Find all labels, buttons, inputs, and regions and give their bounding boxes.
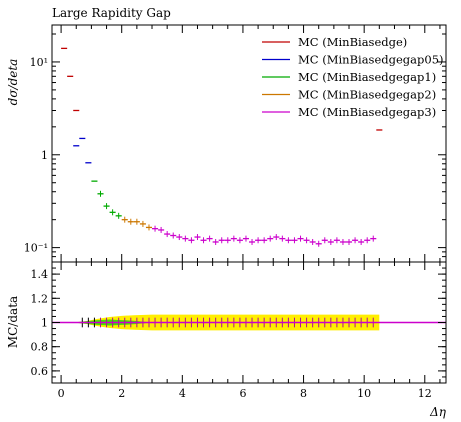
x-tick-label: 12 [418, 387, 432, 400]
ratio-x-ticks: 0 2 4 6 8 10 12 [58, 262, 441, 400]
x-tick-label: 6 [239, 387, 246, 400]
y-tick-label: 10⁻¹ [24, 242, 48, 255]
x-tick-label: 10 [357, 387, 371, 400]
ratio-y-tick-label: 0.6 [31, 365, 49, 378]
legend-entry: MC (MinBiasedgegap2) [298, 88, 436, 102]
legend-entry: MC (MinBiasedgegap3) [298, 105, 436, 119]
x-tick-label: 8 [300, 387, 307, 400]
legend-entry: MC (MinBiasedge) [298, 35, 407, 49]
y-tick-label: 1 [41, 149, 48, 162]
legend-entry: MC (MinBiasedgegap05) [298, 53, 444, 67]
ratio-y-tick-label: 1.2 [31, 292, 49, 305]
legend: MC (MinBiasedge) MC (MinBiasedgegap05) MC … [262, 35, 444, 119]
ratio-y-ticks: 0.6 0.8 1 1.2 1.4 [31, 261, 446, 384]
ratio-y-tick-label: 0.8 [31, 341, 49, 354]
main-y-ticks: 10⁻¹ 1 10¹ [24, 33, 446, 263]
ratio-y-tick-label: 1.4 [31, 268, 49, 281]
chart-title: Large Rapidity Gap [52, 6, 171, 20]
x-axis-label: Δη [429, 405, 447, 419]
ratio-y-tick-label: 1 [41, 317, 48, 330]
main-y-axis-label: dσ/deta [6, 59, 20, 106]
main-x-ticks [60, 25, 441, 262]
x-tick-label: 2 [118, 387, 125, 400]
x-tick-label: 4 [179, 387, 186, 400]
x-tick-label: 0 [58, 387, 65, 400]
ratio-y-axis-label: MC/data [6, 296, 20, 348]
y-tick-label: 10¹ [30, 56, 48, 69]
ratio-plot-panel: 0.6 0.8 1 1.2 1.4 0 2 4 6 8 10 12 [31, 261, 447, 400]
main-data-marks [61, 47, 383, 247]
legend-entry: MC (MinBiasedgegap1) [298, 70, 436, 84]
